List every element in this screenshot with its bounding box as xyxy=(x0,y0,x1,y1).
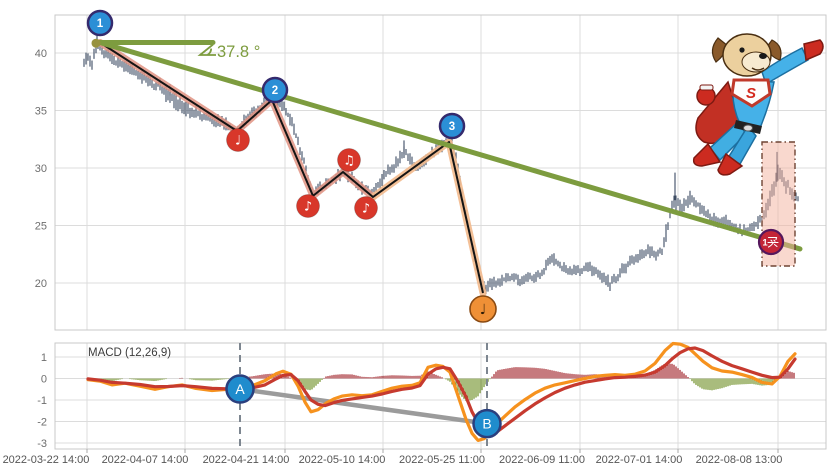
candlestick-series xyxy=(83,34,799,295)
macd-lines xyxy=(86,341,797,449)
pivot-marker-circle[interactable] xyxy=(261,76,289,104)
dog-glove xyxy=(803,39,824,62)
marker-circle[interactable] xyxy=(225,374,255,404)
note-marker-circle[interactable] xyxy=(226,128,250,152)
macd-dif-line xyxy=(86,341,797,442)
buy-character-glyph xyxy=(767,236,779,248)
y-axis-label-price: 35 xyxy=(35,106,47,118)
pivot-marker-circle[interactable] xyxy=(86,9,114,37)
trend-anchor-dot[interactable] xyxy=(91,38,101,48)
dog-shield-emblem xyxy=(730,78,772,108)
x-axis-label: 2022-04-07 14:00 xyxy=(102,454,189,466)
macd-pane-grid xyxy=(54,342,827,453)
dog-extended-arm xyxy=(761,46,809,86)
note-marker-circle[interactable] xyxy=(337,148,361,172)
dog-eye xyxy=(739,47,745,53)
music-note-icon: ♪ xyxy=(362,202,370,217)
x-axis-label: 2022-05-10 14:00 xyxy=(299,454,386,466)
note-marker[interactable]: ♪ xyxy=(296,194,320,218)
dog-nose xyxy=(759,53,767,59)
superhero-dog-mascot: S xyxy=(692,33,824,176)
axis-labels: 40 35 30 25 20 1 0 -1 -2 -3 2022-03-22 14:00 2022-0… xyxy=(3,48,783,466)
pivot-marker-label: 1 xyxy=(97,18,104,30)
candles-path xyxy=(83,40,799,295)
y-axis-label-macd: -1 xyxy=(37,395,47,407)
trendline[interactable] xyxy=(97,40,803,252)
marker-label: A xyxy=(235,381,245,397)
price-overlays: 37.8 ° xyxy=(91,38,803,297)
angle-icon xyxy=(197,43,216,56)
x-axis-label: 2022-05-25 11:00 xyxy=(399,454,485,466)
note-marker[interactable]: ♫ xyxy=(337,148,361,172)
ab-connector-line xyxy=(237,386,490,426)
marker-circle[interactable] xyxy=(472,408,502,439)
x-axis-label: 2022-06-09 11:00 xyxy=(499,454,585,466)
note-marker[interactable]: ♩ xyxy=(226,128,250,152)
macd-indicator-title: MACD (12,26,9) xyxy=(88,347,171,359)
angle-label: 37.8 ° xyxy=(217,43,260,61)
marker-a[interactable]: A xyxy=(225,374,255,404)
zigzag-line xyxy=(99,41,484,294)
y-axis-label-macd: -2 xyxy=(37,417,47,429)
y-axis-label-price: 20 xyxy=(35,278,47,290)
zigzag-glow-salmon xyxy=(96,39,377,201)
chart-markers: ♩ ♪ ♫ ♪ ♩ 1 2 3 1 A B xyxy=(86,9,785,439)
macd-dea-line xyxy=(86,346,797,435)
macd-pane-border xyxy=(54,342,827,450)
note-marker-circle[interactable] xyxy=(296,194,320,218)
buy-signal-marker[interactable]: 1 xyxy=(757,228,785,256)
x-axis-label: 2022-03-22 14:00 xyxy=(3,454,90,466)
music-note-icon: ♫ xyxy=(343,154,355,169)
music-note-icon: ♩ xyxy=(235,134,241,149)
note-marker-bottom[interactable]: ♩ xyxy=(469,295,497,323)
dog-boot xyxy=(692,142,722,167)
music-note-icon: ♩ xyxy=(480,302,487,318)
y-axis-label-price: 40 xyxy=(35,48,47,60)
shield-letter: S xyxy=(746,85,756,102)
note-marker[interactable]: ♪ xyxy=(354,196,378,220)
music-note-icon: ♪ xyxy=(304,200,312,215)
dog-mouth xyxy=(751,67,765,71)
y-axis-label-macd: -3 xyxy=(37,438,47,450)
dog-boot xyxy=(717,152,744,176)
y-axis-label-macd: 0 xyxy=(41,374,47,386)
pivot-marker-1[interactable]: 1 xyxy=(86,9,114,37)
note-marker-circle[interactable] xyxy=(354,196,378,220)
pivot-marker-3[interactable]: 3 xyxy=(438,112,466,140)
dog-belt-buckle xyxy=(743,124,753,132)
price-pane-border xyxy=(54,14,827,331)
pivot-marker-label: 3 xyxy=(449,121,455,133)
x-axis-label: 2022-08-08 13:00 xyxy=(696,454,783,466)
dog-glove-band xyxy=(699,84,714,91)
y-axis-label-price: 30 xyxy=(35,163,47,175)
marker-b[interactable]: B xyxy=(472,408,502,439)
y-axis-label-macd: 1 xyxy=(41,352,47,364)
pivot-marker-2[interactable]: 2 xyxy=(261,76,289,104)
note-marker-circle[interactable] xyxy=(469,295,497,323)
pivot-marker-circle[interactable] xyxy=(438,112,466,140)
pivot-marker-label: 2 xyxy=(272,85,278,97)
x-axis-label: 2022-04-21 14:00 xyxy=(203,454,290,466)
y-axis-label-price: 25 xyxy=(35,221,47,233)
x-axis-label: 2022-07-01 14:00 xyxy=(596,454,683,466)
marker-label: B xyxy=(482,416,491,432)
buy-signal-number: 1 xyxy=(762,238,768,249)
